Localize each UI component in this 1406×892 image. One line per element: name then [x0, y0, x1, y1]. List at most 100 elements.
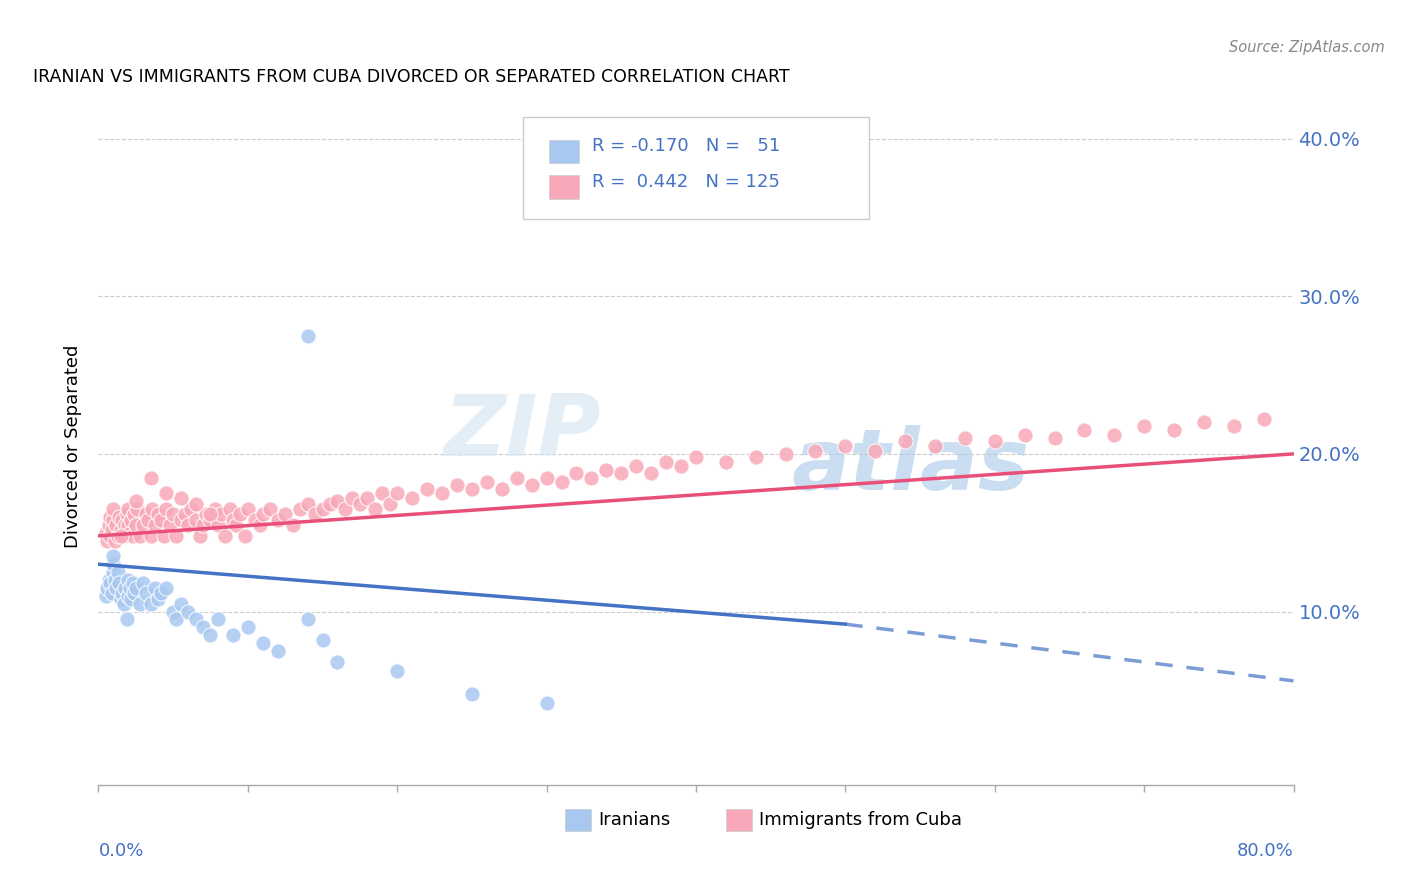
Point: [626, 459, 648, 474]
Point: [1073, 423, 1095, 437]
Point: [125, 494, 148, 508]
Text: 80.0%: 80.0%: [1237, 842, 1294, 860]
Point: [229, 507, 252, 521]
Point: [1192, 415, 1215, 429]
Point: [204, 502, 226, 516]
Point: [245, 513, 267, 527]
Point: [342, 491, 364, 505]
Point: [141, 502, 163, 516]
Point: [117, 573, 139, 587]
Point: [139, 597, 162, 611]
Point: [148, 591, 170, 606]
Point: [222, 513, 245, 527]
Point: [155, 502, 177, 516]
Point: [267, 644, 290, 658]
Point: [177, 605, 200, 619]
Point: [148, 507, 170, 521]
Point: [714, 455, 737, 469]
Point: [177, 517, 200, 532]
Point: [207, 612, 229, 626]
Point: [804, 443, 827, 458]
Point: [297, 497, 319, 511]
Point: [297, 328, 319, 343]
Point: [103, 513, 125, 527]
Point: [191, 517, 214, 532]
Text: R = -0.170   N =   51: R = -0.170 N = 51: [592, 137, 780, 155]
Point: [252, 507, 274, 521]
Point: [159, 517, 181, 532]
Point: [669, 459, 692, 474]
Text: IRANIAN VS IMMIGRANTS FROM CUBA DIVORCED OR SEPARATED CORRELATION CHART: IRANIAN VS IMMIGRANTS FROM CUBA DIVORCED…: [32, 68, 789, 86]
Point: [371, 486, 394, 500]
Point: [139, 529, 162, 543]
Point: [132, 576, 155, 591]
Point: [108, 510, 131, 524]
Point: [297, 612, 319, 626]
Point: [1163, 423, 1185, 437]
FancyBboxPatch shape: [725, 809, 752, 831]
Point: [491, 482, 513, 496]
Point: [129, 597, 152, 611]
Point: [124, 507, 146, 521]
Point: [536, 470, 558, 484]
FancyBboxPatch shape: [548, 139, 579, 163]
Point: [103, 502, 125, 516]
Point: [103, 558, 125, 572]
Point: [430, 486, 453, 500]
Point: [118, 581, 141, 595]
Point: [834, 439, 856, 453]
Point: [104, 573, 127, 587]
Point: [105, 581, 128, 595]
Point: [143, 517, 166, 532]
Point: [319, 497, 342, 511]
Point: [114, 581, 136, 595]
Point: [120, 591, 142, 606]
Point: [184, 497, 207, 511]
Point: [416, 482, 439, 496]
Point: [127, 502, 149, 516]
Point: [249, 517, 271, 532]
Point: [108, 576, 131, 591]
Point: [581, 470, 603, 484]
Point: [745, 450, 768, 464]
Text: R =  0.442   N = 125: R = 0.442 N = 125: [592, 173, 780, 191]
Point: [153, 529, 176, 543]
Point: [150, 585, 173, 599]
Point: [94, 525, 117, 540]
Point: [446, 478, 468, 492]
Point: [536, 696, 558, 710]
Point: [595, 463, 617, 477]
Point: [174, 507, 197, 521]
Point: [107, 529, 129, 543]
Point: [169, 597, 191, 611]
Point: [894, 434, 917, 449]
Point: [97, 517, 120, 532]
Point: [111, 585, 134, 599]
Point: [96, 581, 118, 595]
Point: [401, 491, 423, 505]
Point: [219, 502, 242, 516]
Point: [200, 628, 222, 642]
Text: 0.0%: 0.0%: [98, 842, 143, 860]
Point: [112, 597, 135, 611]
Point: [252, 636, 274, 650]
Point: [97, 573, 120, 587]
Point: [274, 507, 297, 521]
Point: [184, 513, 207, 527]
Point: [385, 486, 409, 500]
Point: [103, 549, 125, 564]
Point: [924, 439, 946, 453]
Point: [125, 517, 148, 532]
Point: [101, 585, 124, 599]
Point: [98, 529, 122, 543]
Point: [110, 529, 132, 543]
Point: [125, 581, 148, 595]
Point: [129, 529, 152, 543]
Point: [121, 529, 143, 543]
Point: [640, 466, 662, 480]
Point: [105, 517, 128, 532]
Point: [304, 507, 326, 521]
Point: [775, 447, 797, 461]
Point: [118, 525, 141, 540]
FancyBboxPatch shape: [523, 117, 869, 219]
